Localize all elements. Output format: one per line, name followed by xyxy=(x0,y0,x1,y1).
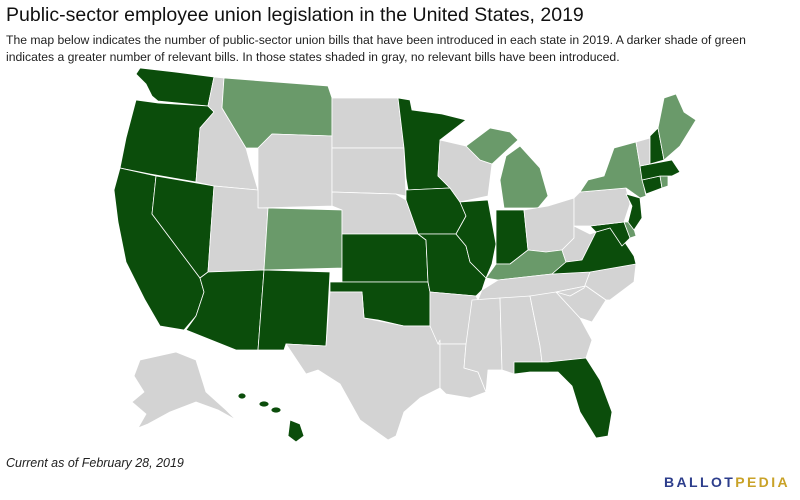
state-mi[interactable] xyxy=(465,127,549,209)
map-description: The map below indicates the number of pu… xyxy=(6,33,746,64)
state-co[interactable] xyxy=(263,207,343,271)
state-nd[interactable] xyxy=(331,97,405,149)
state-nc[interactable] xyxy=(555,263,637,301)
state-pa[interactable] xyxy=(573,187,631,227)
state-fl[interactable] xyxy=(513,357,613,439)
ballotpedia-logo[interactable]: BALLOTPEDIA xyxy=(664,474,790,490)
state-ak[interactable] xyxy=(131,351,237,429)
state-me[interactable] xyxy=(657,93,697,161)
state-hi[interactable] xyxy=(237,392,305,443)
state-ks[interactable] xyxy=(341,233,429,283)
state-wa[interactable] xyxy=(135,67,215,107)
state-wy[interactable] xyxy=(257,133,333,209)
as-of-date: Current as of February 28, 2019 xyxy=(6,456,184,470)
state-sd[interactable] xyxy=(331,147,407,197)
state-tx[interactable] xyxy=(285,291,441,441)
state-ne[interactable] xyxy=(331,191,419,235)
logo-part-ballot: BALLOT xyxy=(664,474,736,490)
state-nm[interactable] xyxy=(257,269,331,351)
map-title: Public-sector employee union legislation… xyxy=(6,4,584,26)
logo-part-pedia: PEDIA xyxy=(735,474,790,490)
state-il[interactable] xyxy=(455,199,497,279)
state-ma[interactable] xyxy=(639,159,681,181)
